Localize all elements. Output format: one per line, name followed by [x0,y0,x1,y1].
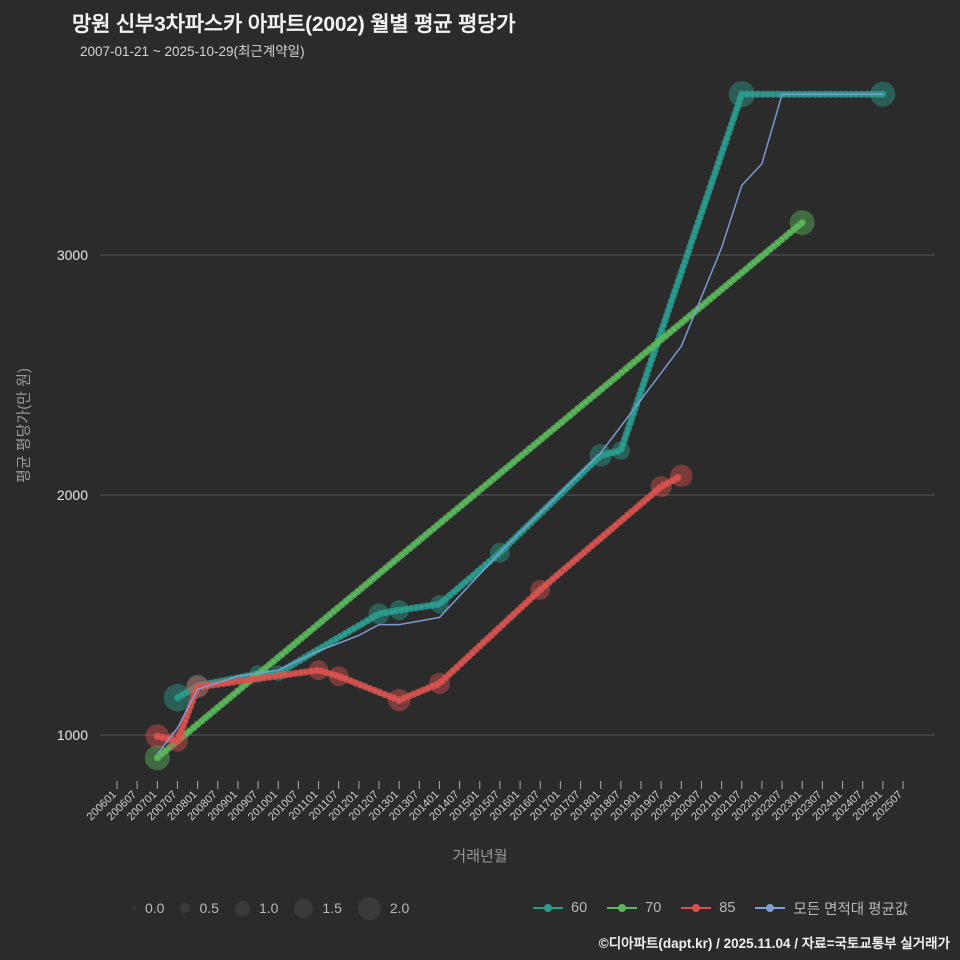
data-point[interactable] [163,684,192,712]
size-legend-bubble [180,903,191,913]
series-legend-item[interactable]: 70 [607,900,661,916]
x-axis-title: 거래년월 [452,848,508,865]
data-point[interactable] [167,730,188,752]
series-legend-swatch [681,901,712,915]
chart-svg: 1000200030002006012006072007012007072008… [57,81,935,823]
series-60 [163,81,896,712]
series-legend: 60 70 85 모든 면적대 평균값 [533,896,928,920]
series-legend-label: 70 [645,900,662,916]
data-point[interactable] [530,579,551,600]
size-legend-bubble [357,896,381,920]
footer-credit: ©디아파트(dapt.kr) / 2025.11.04 / 자료=국토교통부 실… [598,936,950,951]
size-legend-label: 1.5 [322,900,342,916]
series-line [174,90,887,702]
data-point[interactable] [144,745,170,771]
y-tick-label: 3000 [57,247,88,263]
size-legend-item: 0.0 [133,900,180,916]
series-legend-swatch [533,901,563,915]
y-axis-title: 평균 평당가(만 원) [15,368,33,483]
data-point[interactable] [389,600,410,621]
chart-subtitle: 2007-01-21 ~ 2025-10-29(최근계약일) [80,44,305,59]
data-point[interactable] [186,675,209,699]
size-legend-label: 1.0 [258,900,279,916]
data-point[interactable] [611,441,630,460]
y-tick-label: 2000 [57,487,88,503]
data-point[interactable] [388,689,411,712]
series-legend-item[interactable]: 모든 면적대 평균값 [755,898,908,919]
data-point[interactable] [650,476,672,498]
size-legend-item: 2.0 [357,896,425,920]
series-legend-swatch [607,901,638,915]
size-legend-item: 1.0 [234,900,294,916]
size-legend-item: 1.5 [294,898,357,918]
size-legend-bubble [234,900,250,916]
series-85 [145,464,693,752]
series-line [156,93,883,755]
size-legend-label: 0.5 [199,900,219,916]
data-point[interactable] [308,660,329,681]
series-line-core [175,92,885,700]
series-legend-swatch [755,901,786,915]
series-legend-label: 85 [719,900,736,916]
data-point[interactable] [368,603,390,625]
data-point[interactable] [589,444,612,467]
data-point[interactable] [328,666,349,687]
size-legend-label: 2.0 [389,900,410,916]
size-legend-bubble [294,898,314,918]
series-70 [144,210,815,771]
series-legend-label: 60 [571,900,588,916]
data-point[interactable] [670,464,693,487]
data-point[interactable] [145,724,170,748]
series-legend-item[interactable]: 85 [681,900,735,916]
size-legend-bubble [133,906,136,910]
series-average [156,93,883,755]
series-line-core [155,474,683,744]
size-legend: 0.0 0.5 1.0 1.5 2.0 [133,896,425,920]
data-point[interactable] [789,210,815,236]
y-tick-label: 1000 [57,727,88,743]
page-title: 망원 신부3차파스카 아파트(2002) 월별 평균 평당가 [72,13,516,36]
size-legend-item: 0.5 [180,900,234,916]
data-point[interactable] [430,595,449,614]
series-legend-item[interactable]: 60 [533,900,587,916]
size-legend-label: 0.0 [145,900,165,916]
series-legend-label: 모든 면적대 평균값 [793,901,909,918]
plot-area: 1000 2000 3000 200601 200607 200701 200707 2008… [57,81,935,823]
data-point[interactable] [728,81,755,108]
data-point[interactable] [429,672,450,694]
